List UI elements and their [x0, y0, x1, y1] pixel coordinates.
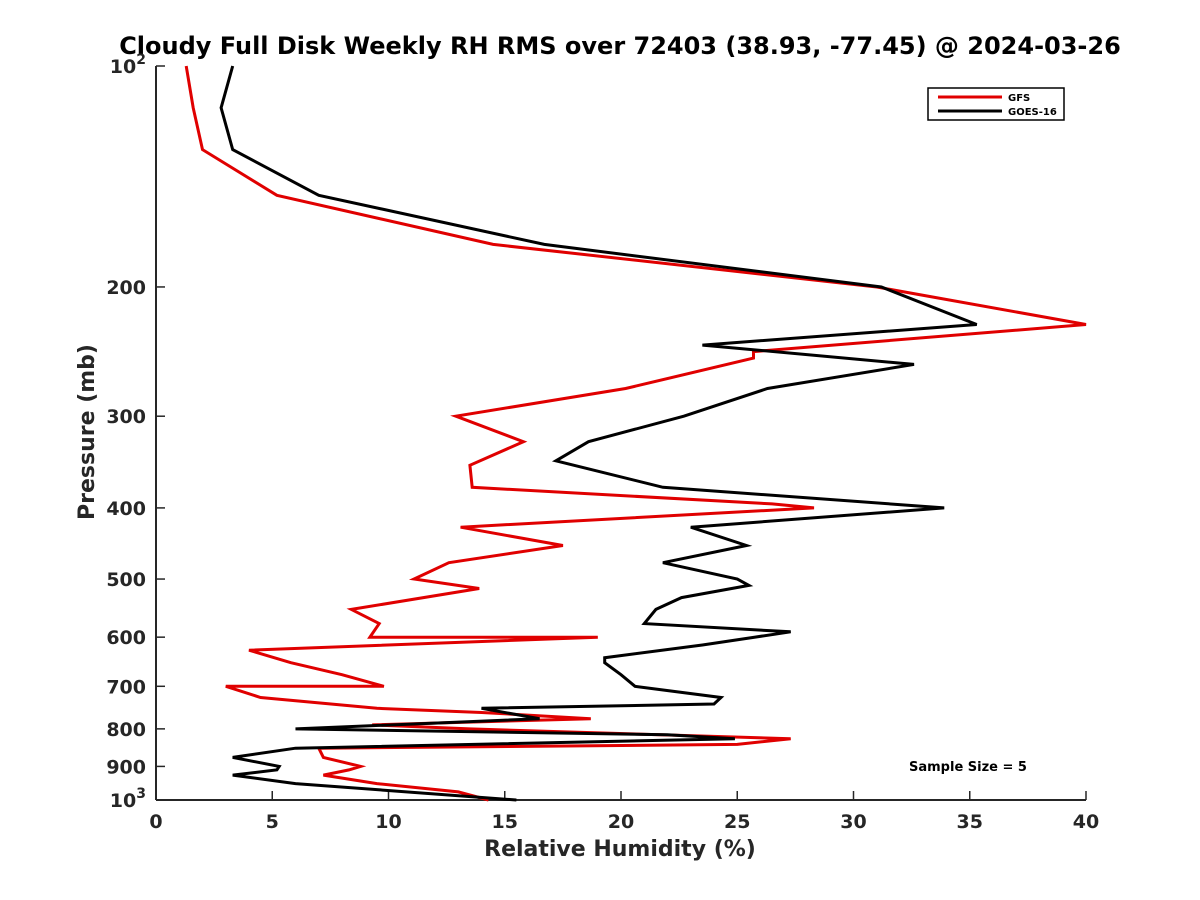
series-line-goes16: [219, 65, 978, 802]
y-axis-label: Pressure (mb): [75, 344, 100, 520]
y-tick-label: 500: [106, 569, 146, 591]
x-tick-label: 5: [266, 811, 279, 833]
x-tick-label: 30: [840, 811, 866, 833]
series-line-gfs: [184, 65, 1087, 802]
chart-title: Cloudy Full Disk Weekly RH RMS over 7240…: [119, 32, 1121, 60]
x-axis-label: Relative Humidity (%): [484, 837, 756, 862]
y-tick-label: 200: [106, 277, 146, 299]
sample-size-annotation: Sample Size = 5: [909, 760, 1027, 775]
series-layer: [184, 65, 1087, 802]
y-tick-label: 102: [110, 52, 146, 78]
legend: GFS GOES-16: [927, 87, 1065, 121]
x-tick-label: 40: [1073, 811, 1099, 833]
y-tick-label: 103: [110, 786, 146, 812]
y-tick-label: 400: [106, 498, 146, 520]
x-tick-label: 20: [608, 811, 634, 833]
y-tick-label: 800: [106, 719, 146, 741]
legend-label-goes16: GOES-16: [1008, 107, 1057, 118]
y-tick-label: 700: [106, 676, 146, 698]
x-tick-label: 0: [149, 811, 162, 833]
legend-label-gfs: GFS: [1008, 93, 1030, 104]
x-tick-label: 25: [724, 811, 750, 833]
y-axis: 102 200 300 400 500 600 700 800 900 103: [106, 52, 165, 812]
y-tick-label: 300: [106, 406, 146, 428]
x-tick-label: 35: [957, 811, 983, 833]
y-tick-label: 900: [106, 756, 146, 778]
x-axis: 0 5 10 15 20 25 30 35 40: [149, 791, 1099, 833]
legend-box: [927, 87, 1065, 121]
x-tick-label: 10: [375, 811, 401, 833]
x-tick-label: 15: [492, 811, 518, 833]
y-tick-label: 600: [106, 627, 146, 649]
